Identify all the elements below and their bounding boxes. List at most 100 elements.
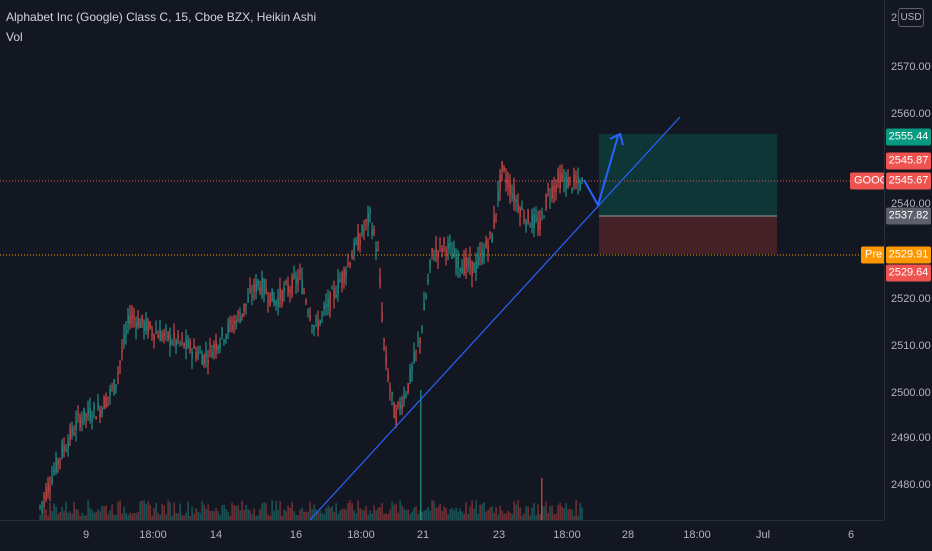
symbol-title[interactable]: Alphabet Inc (Google) Class C, 15, Cboe … bbox=[6, 10, 317, 24]
volume-bar bbox=[473, 508, 475, 520]
volume-bar bbox=[129, 512, 131, 520]
volume-bar bbox=[285, 511, 287, 520]
candle-body bbox=[59, 458, 61, 460]
candle-body bbox=[293, 274, 295, 278]
volume-bar bbox=[193, 513, 195, 520]
candle-body bbox=[197, 352, 199, 358]
candle-body bbox=[45, 488, 47, 500]
volume-bar bbox=[287, 505, 289, 520]
price-tick: 2480.00 bbox=[891, 479, 931, 491]
price-chart[interactable] bbox=[0, 0, 884, 520]
candle-body bbox=[161, 334, 163, 340]
volume-bar bbox=[343, 508, 345, 520]
volume-bar bbox=[235, 505, 237, 520]
candle-body bbox=[107, 396, 109, 398]
volume-bar bbox=[493, 512, 495, 520]
volume-bar bbox=[239, 510, 241, 520]
candle-body bbox=[371, 229, 373, 236]
candle-body bbox=[241, 313, 243, 316]
volume-bar bbox=[535, 515, 537, 520]
volume-bar bbox=[73, 502, 75, 520]
volume-bar bbox=[517, 500, 519, 520]
volume-bar bbox=[353, 510, 355, 520]
volume-bar bbox=[411, 511, 413, 520]
volume-bar bbox=[575, 500, 577, 520]
candle-body bbox=[311, 325, 313, 328]
volume-bar bbox=[177, 513, 179, 520]
volume-bar bbox=[377, 507, 379, 520]
volume-bar bbox=[125, 513, 127, 520]
candle-body bbox=[163, 331, 165, 336]
time-tick: 9 bbox=[82, 529, 90, 541]
price-axis[interactable]: USD 2 2570.00 2560.00 2540.00 2520.00 25… bbox=[884, 0, 932, 520]
candle-body bbox=[141, 315, 143, 324]
candle-body bbox=[235, 319, 237, 328]
candle-body bbox=[189, 340, 191, 351]
candle-body bbox=[403, 394, 405, 401]
candle-body bbox=[581, 178, 583, 181]
candle-body bbox=[213, 343, 215, 349]
candle-body bbox=[379, 277, 381, 284]
candle-body bbox=[429, 260, 431, 266]
volume-bar bbox=[167, 500, 169, 520]
candle-body bbox=[295, 277, 297, 285]
candle-body bbox=[223, 340, 225, 342]
time-tick: 16 bbox=[289, 529, 303, 541]
volume-bar bbox=[201, 501, 203, 520]
candle-body bbox=[227, 323, 229, 333]
candle-body bbox=[467, 259, 469, 266]
candle-body bbox=[315, 318, 317, 322]
volume-bar bbox=[437, 506, 439, 520]
candle-body bbox=[145, 318, 147, 331]
target-price-label: 2555.44 bbox=[886, 128, 931, 146]
candle-body bbox=[211, 352, 213, 358]
volume-bar bbox=[289, 507, 291, 520]
price-tick: 2520.00 bbox=[891, 293, 931, 305]
volume-bar bbox=[439, 503, 441, 520]
volume-bar bbox=[85, 515, 87, 520]
candle-body bbox=[523, 219, 525, 222]
volume-bar bbox=[477, 513, 479, 520]
chart-pane[interactable]: Alphabet Inc (Google) Class C, 15, Cboe … bbox=[0, 0, 884, 520]
candle-body bbox=[207, 359, 209, 363]
candle-body bbox=[181, 338, 183, 340]
volume-bar bbox=[341, 508, 343, 520]
candle-body bbox=[579, 181, 581, 191]
candle-body bbox=[543, 217, 545, 219]
candle-body bbox=[97, 403, 99, 410]
candle-body bbox=[337, 278, 339, 293]
volume-bar bbox=[309, 501, 311, 520]
volume-bar bbox=[503, 513, 505, 520]
candle-body bbox=[433, 257, 435, 260]
candle-body bbox=[203, 354, 205, 365]
volume-bar bbox=[375, 510, 377, 520]
stop-price-label: 2529.64 bbox=[886, 264, 931, 282]
candle-body bbox=[169, 334, 171, 346]
candle-body bbox=[439, 241, 441, 243]
candle-body bbox=[297, 278, 299, 284]
currency-button[interactable]: USD bbox=[898, 8, 924, 27]
projection-arrowhead bbox=[609, 132, 624, 146]
volume-bar bbox=[97, 509, 99, 520]
volume-bar bbox=[231, 502, 233, 520]
candle-body bbox=[75, 420, 77, 430]
volume-bar bbox=[459, 508, 461, 520]
candle-body bbox=[267, 300, 269, 303]
time-axis[interactable]: 9 18:00 14 16 18:00 21 23 18:00 28 18:00… bbox=[0, 520, 884, 551]
candle-body bbox=[137, 317, 139, 328]
volume-bar bbox=[481, 503, 483, 520]
candle-body bbox=[563, 178, 565, 182]
volume-bar bbox=[351, 503, 353, 520]
volume-bar bbox=[121, 513, 123, 520]
volume-bar bbox=[527, 506, 529, 520]
candle-body bbox=[119, 361, 121, 364]
candle-body bbox=[573, 174, 575, 182]
volume-bar bbox=[53, 503, 55, 520]
volume-bar bbox=[537, 504, 539, 520]
volume-bar bbox=[57, 513, 59, 520]
candle-body bbox=[99, 408, 101, 418]
volume-indicator-label[interactable]: Vol bbox=[6, 30, 23, 44]
volume-bar bbox=[283, 509, 285, 520]
time-tick: 6 bbox=[847, 529, 855, 541]
volume-bar bbox=[65, 501, 67, 520]
